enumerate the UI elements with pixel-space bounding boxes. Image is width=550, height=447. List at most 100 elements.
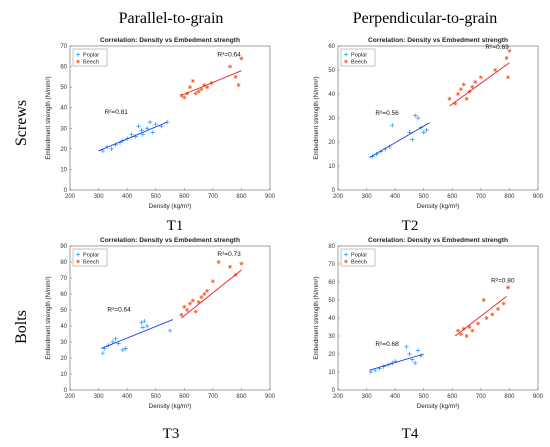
- legend-marker-poplar: [344, 52, 348, 57]
- legend-box: [340, 48, 376, 67]
- y-tick-label: 10: [328, 370, 335, 376]
- poplar-r2-annotation: R²=0.81: [105, 109, 129, 116]
- beech-point: [484, 316, 489, 320]
- panel-label-t1: T1: [166, 218, 184, 234]
- x-tick-label: 500: [151, 394, 162, 400]
- y-tick-label: 40: [60, 324, 67, 330]
- beech-point: [453, 101, 458, 106]
- beech-point: [493, 68, 498, 72]
- x-tick-label: 900: [533, 394, 544, 400]
- y-tick-label: 20: [60, 147, 67, 153]
- poplar-point: [412, 360, 418, 366]
- column-header-perpendicular: Perpendicular-to-grain: [352, 10, 498, 27]
- legend-label-poplar: Poplar: [351, 53, 367, 59]
- beech-point: [190, 298, 195, 303]
- beech-point: [464, 334, 469, 338]
- beech-point: [239, 56, 244, 61]
- x-tick-label: 500: [151, 194, 162, 200]
- legend-label-poplar: Poplar: [83, 53, 99, 59]
- row-header-screws: Screws: [13, 99, 30, 147]
- x-axis-label: Density (kg/m³): [417, 403, 460, 410]
- y-tick-label: 0: [64, 388, 68, 394]
- beech-point: [507, 48, 512, 53]
- beech-point: [236, 83, 241, 88]
- beech-point: [188, 85, 192, 90]
- x-tick-label: 200: [333, 194, 344, 200]
- beech-fit-line: [181, 70, 242, 96]
- beech-fit-line: [454, 296, 507, 337]
- x-tick-label: 200: [65, 194, 76, 200]
- beech-point: [196, 89, 201, 94]
- legend-box: [72, 48, 108, 67]
- beech-point: [202, 292, 207, 296]
- chart-title: Correlation: Density vs Embedment streng…: [368, 237, 508, 244]
- x-tick-label: 500: [419, 194, 430, 200]
- poplar-point: [123, 346, 128, 351]
- beech-fit-line: [449, 62, 510, 107]
- x-tick-label: 900: [265, 194, 276, 200]
- plot-area: [337, 45, 539, 191]
- beech-point: [190, 78, 195, 83]
- legend-marker-poplar: [344, 252, 348, 257]
- poplar-point: [147, 119, 153, 125]
- x-tick-label: 900: [533, 194, 544, 200]
- legend-label-poplar: Poplar: [83, 253, 99, 259]
- y-tick-label: 70: [328, 262, 335, 268]
- beech-r2-annotation: R²=0.80: [491, 277, 515, 284]
- beech-point: [193, 309, 198, 314]
- y-tick-label: 50: [328, 68, 335, 74]
- beech-point: [199, 295, 204, 300]
- poplar-point: [129, 132, 134, 137]
- x-axis-label: Density (kg/m³): [417, 203, 460, 210]
- y-tick-label: 10: [60, 167, 67, 173]
- beech-point: [458, 332, 463, 337]
- x-tick-label: 400: [390, 394, 401, 400]
- legend-label-poplar: Poplar: [351, 253, 367, 259]
- y-tick-label: 30: [328, 116, 335, 122]
- poplar-point: [412, 113, 418, 118]
- legend-marker-beech: [76, 259, 80, 264]
- beech-r2-annotation: R²=0.64: [217, 52, 241, 59]
- y-tick-label: 0: [332, 388, 336, 394]
- legend-label-beech: Beech: [351, 260, 367, 266]
- poplar-point: [140, 325, 146, 330]
- poplar-point: [109, 146, 114, 152]
- poplar-point: [150, 130, 156, 135]
- poplar-point: [140, 132, 146, 137]
- x-tick-label: 500: [419, 394, 430, 400]
- x-tick-label: 800: [504, 394, 515, 400]
- y-tick-label: 40: [328, 92, 335, 98]
- legend-label-beech: Beech: [351, 60, 367, 66]
- beech-point: [205, 85, 210, 90]
- poplar-point: [407, 130, 412, 135]
- poplar-point: [144, 323, 150, 329]
- y-tick-label: 20: [328, 352, 335, 358]
- y-axis-label: Embedment strength (N/mm²): [45, 76, 52, 159]
- y-tick-label: 60: [60, 292, 67, 298]
- beech-point: [490, 312, 495, 317]
- beech-point: [478, 75, 483, 80]
- beech-point: [464, 96, 469, 101]
- y-tick-label: 70: [60, 44, 67, 50]
- beech-point: [447, 96, 452, 101]
- chart-title: Correlation: Density vs Embedment streng…: [100, 37, 240, 44]
- y-axis-label: Embedment strength (N/mm²): [313, 276, 320, 359]
- x-tick-label: 600: [179, 194, 190, 200]
- x-tick-label: 600: [447, 194, 458, 200]
- beech-point: [205, 288, 210, 293]
- legend-marker-beech: [76, 59, 80, 64]
- x-tick-label: 800: [504, 194, 515, 200]
- beech-point: [481, 298, 486, 302]
- beech-r2-annotation: R²=0.69: [485, 44, 509, 51]
- poplar-point: [404, 344, 409, 349]
- poplar-point: [144, 126, 150, 131]
- beech-point: [233, 74, 238, 79]
- x-tick-label: 600: [179, 394, 190, 400]
- poplar-point: [100, 351, 106, 356]
- y-axis-label: Embedment strength (N/mm²): [313, 76, 320, 159]
- x-axis-label: Density (kg/m³): [149, 403, 192, 410]
- y-tick-label: 0: [332, 188, 336, 194]
- poplar-point: [407, 351, 412, 357]
- beech-point: [461, 326, 466, 331]
